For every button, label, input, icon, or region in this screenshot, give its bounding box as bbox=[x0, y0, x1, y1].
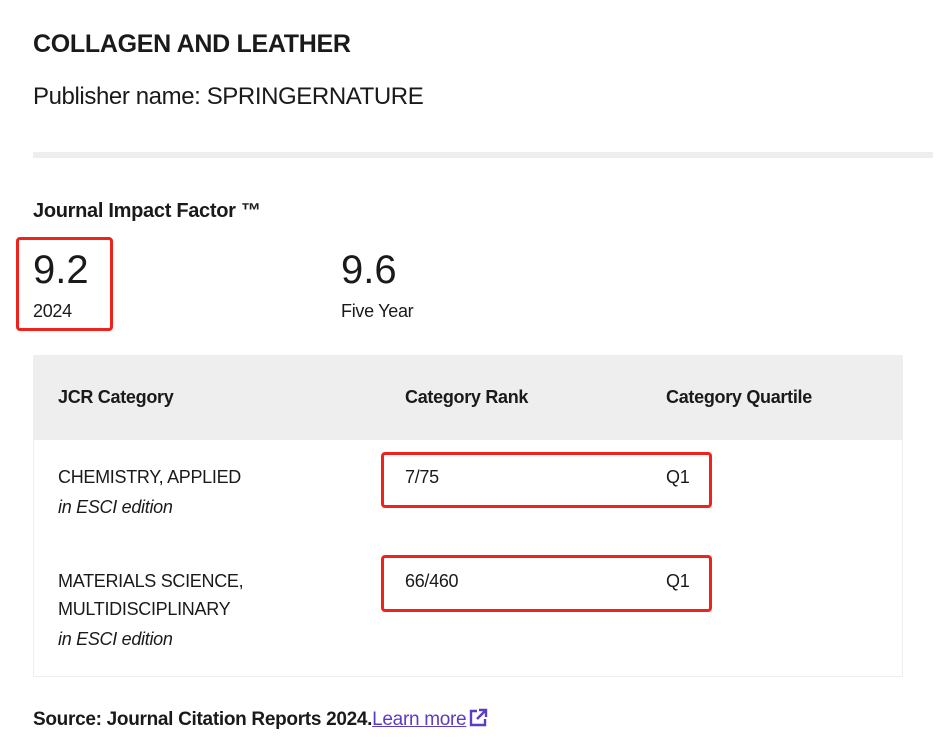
source-text: Source: Journal Citation Reports 2024. bbox=[33, 709, 373, 730]
category-rank: 7/75 bbox=[405, 467, 439, 487]
category-name-line-2: MULTIDISCIPLINARY bbox=[58, 599, 231, 619]
external-link-icon bbox=[468, 708, 488, 734]
learn-more-label: Learn more bbox=[372, 709, 467, 730]
learn-more-link[interactable]: Learn more bbox=[372, 708, 488, 730]
table-header bbox=[33, 355, 903, 440]
category-quartile: Q1 bbox=[666, 467, 690, 487]
journal-title: COLLAGEN AND LEATHER bbox=[33, 30, 351, 58]
category-rank: 66/460 bbox=[405, 571, 459, 591]
highlight-box-jif bbox=[16, 237, 113, 331]
category-edition: in ESCI edition bbox=[58, 497, 173, 517]
jif-current-value: 9.2 bbox=[33, 248, 89, 292]
category-edition: in ESCI edition bbox=[58, 629, 173, 649]
category-name: MATERIALS SCIENCE, bbox=[58, 571, 244, 591]
highlight-box-row-1 bbox=[381, 452, 712, 508]
header-category-rank: Category Rank bbox=[405, 387, 529, 407]
category-name: CHEMISTRY, APPLIED bbox=[58, 467, 242, 487]
jif-heading: Journal Impact Factor ™ bbox=[33, 200, 261, 222]
jif-current-year: 2024 bbox=[33, 301, 72, 321]
divider bbox=[33, 152, 933, 158]
header-jcr-category: JCR Category bbox=[58, 387, 174, 407]
publisher-name: Publisher name: SPRINGERNATURE bbox=[33, 83, 424, 110]
source-line: Source: Journal Citation Reports 2024.Le… bbox=[33, 708, 488, 734]
highlight-box-row-2 bbox=[381, 555, 712, 612]
category-quartile: Q1 bbox=[666, 571, 690, 591]
jif-five-year-label: Five Year bbox=[341, 301, 414, 321]
header-category-quartile: Category Quartile bbox=[666, 387, 812, 407]
jif-five-year-value: 9.6 bbox=[341, 248, 397, 292]
